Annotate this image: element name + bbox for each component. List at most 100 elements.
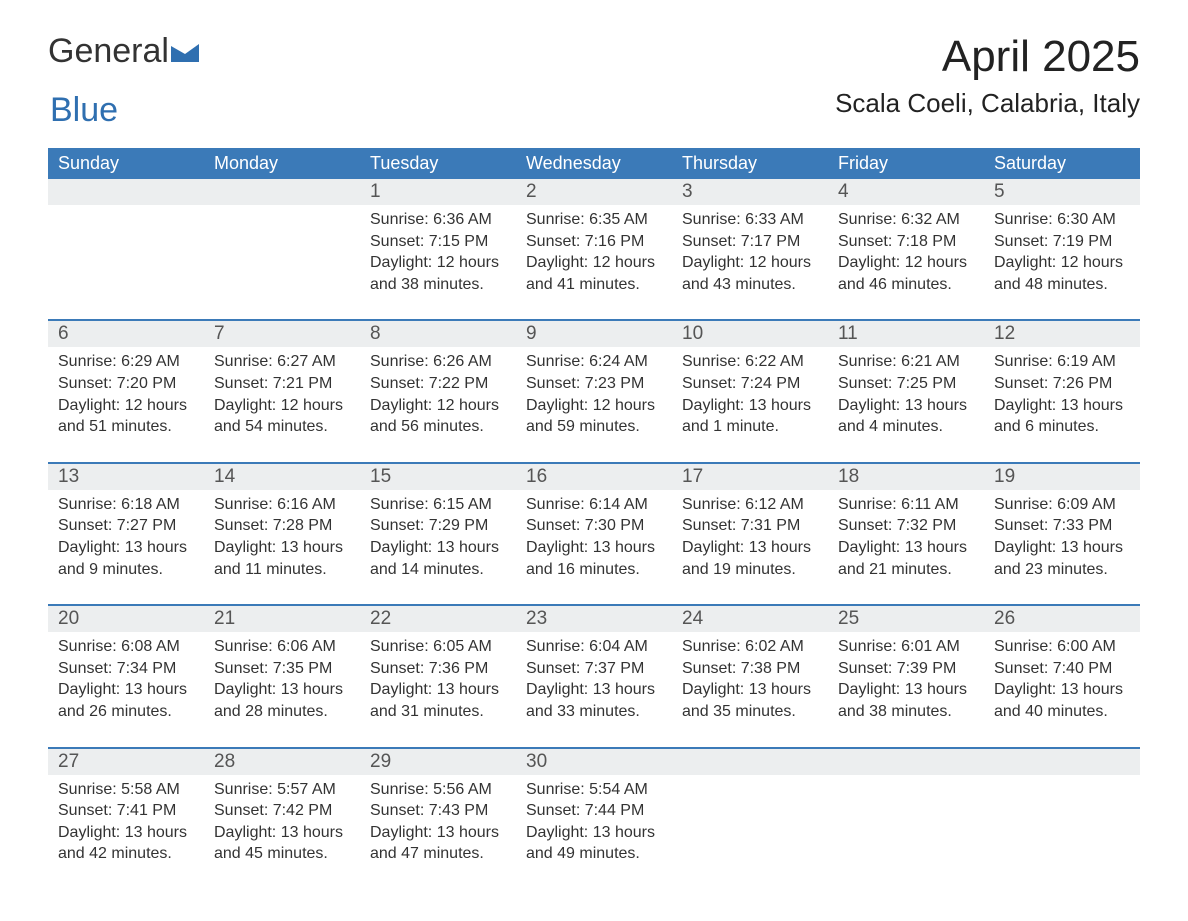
day-cell: Sunrise: 6:27 AMSunset: 7:21 PMDaylight:… (204, 347, 360, 461)
day-cell: Sunrise: 6:00 AMSunset: 7:40 PMDaylight:… (984, 632, 1140, 746)
sunrise-text: Sunrise: 6:14 AM (526, 494, 662, 516)
sunset-text: Sunset: 7:29 PM (370, 515, 506, 537)
day-number: 16 (516, 464, 672, 490)
daylight-text: Daylight: 13 hours and 14 minutes. (370, 537, 506, 580)
week-row: Sunrise: 6:36 AMSunset: 7:15 PMDaylight:… (48, 205, 1140, 319)
day-cell: Sunrise: 6:32 AMSunset: 7:18 PMDaylight:… (828, 205, 984, 319)
day-number: 15 (360, 464, 516, 490)
day-cell (828, 775, 984, 889)
day-cell: Sunrise: 6:08 AMSunset: 7:34 PMDaylight:… (48, 632, 204, 746)
day-cell: Sunrise: 5:57 AMSunset: 7:42 PMDaylight:… (204, 775, 360, 889)
day-number: 13 (48, 464, 204, 490)
day-number: 9 (516, 321, 672, 347)
day-number: 1 (360, 179, 516, 205)
day-cell: Sunrise: 6:04 AMSunset: 7:37 PMDaylight:… (516, 632, 672, 746)
day-cell: Sunrise: 6:18 AMSunset: 7:27 PMDaylight:… (48, 490, 204, 604)
sunrise-text: Sunrise: 6:11 AM (838, 494, 974, 516)
day-cell: Sunrise: 6:22 AMSunset: 7:24 PMDaylight:… (672, 347, 828, 461)
day-cell: Sunrise: 5:54 AMSunset: 7:44 PMDaylight:… (516, 775, 672, 889)
week-row: Sunrise: 6:08 AMSunset: 7:34 PMDaylight:… (48, 632, 1140, 746)
day-cell (672, 775, 828, 889)
logo-text-general: General (48, 32, 169, 71)
title-block: April 2025 Scala Coeli, Calabria, Italy (835, 32, 1140, 119)
sunrise-text: Sunrise: 6:16 AM (214, 494, 350, 516)
daylight-text: Daylight: 13 hours and 26 minutes. (58, 679, 194, 722)
logo: General (48, 32, 199, 71)
day-number: 25 (828, 606, 984, 632)
day-cell: Sunrise: 6:24 AMSunset: 7:23 PMDaylight:… (516, 347, 672, 461)
sunset-text: Sunset: 7:21 PM (214, 373, 350, 395)
sunrise-text: Sunrise: 6:26 AM (370, 351, 506, 373)
sunset-text: Sunset: 7:36 PM (370, 658, 506, 680)
day-number: 22 (360, 606, 516, 632)
day-number: 6 (48, 321, 204, 347)
daylight-text: Daylight: 12 hours and 59 minutes. (526, 395, 662, 438)
sunset-text: Sunset: 7:30 PM (526, 515, 662, 537)
daynum-row: 12345 (48, 179, 1140, 205)
sunrise-text: Sunrise: 6:32 AM (838, 209, 974, 231)
daylight-text: Daylight: 12 hours and 43 minutes. (682, 252, 818, 295)
day-cell: Sunrise: 6:19 AMSunset: 7:26 PMDaylight:… (984, 347, 1140, 461)
sunrise-text: Sunrise: 6:05 AM (370, 636, 506, 658)
sunset-text: Sunset: 7:39 PM (838, 658, 974, 680)
sunset-text: Sunset: 7:20 PM (58, 373, 194, 395)
daynum-row: 6789101112 (48, 319, 1140, 347)
daylight-text: Daylight: 13 hours and 1 minute. (682, 395, 818, 438)
daylight-text: Daylight: 13 hours and 11 minutes. (214, 537, 350, 580)
day-cell: Sunrise: 6:02 AMSunset: 7:38 PMDaylight:… (672, 632, 828, 746)
sunset-text: Sunset: 7:28 PM (214, 515, 350, 537)
sunset-text: Sunset: 7:22 PM (370, 373, 506, 395)
sunrise-text: Sunrise: 5:56 AM (370, 779, 506, 801)
daylight-text: Daylight: 13 hours and 4 minutes. (838, 395, 974, 438)
weekday-header: Friday (828, 148, 984, 179)
daynum-row: 20212223242526 (48, 604, 1140, 632)
day-cell: Sunrise: 6:33 AMSunset: 7:17 PMDaylight:… (672, 205, 828, 319)
sunrise-text: Sunrise: 5:58 AM (58, 779, 194, 801)
sunrise-text: Sunrise: 6:06 AM (214, 636, 350, 658)
sunrise-text: Sunrise: 6:19 AM (994, 351, 1130, 373)
daylight-text: Daylight: 12 hours and 48 minutes. (994, 252, 1130, 295)
weekday-header: Monday (204, 148, 360, 179)
sunset-text: Sunset: 7:42 PM (214, 800, 350, 822)
daylight-text: Daylight: 13 hours and 35 minutes. (682, 679, 818, 722)
day-number: 12 (984, 321, 1140, 347)
sunrise-text: Sunrise: 6:08 AM (58, 636, 194, 658)
daylight-text: Daylight: 12 hours and 51 minutes. (58, 395, 194, 438)
calendar: Sunday Monday Tuesday Wednesday Thursday… (48, 148, 1140, 889)
day-number (672, 749, 828, 775)
day-number: 3 (672, 179, 828, 205)
flag-icon (171, 32, 199, 71)
day-cell: Sunrise: 6:30 AMSunset: 7:19 PMDaylight:… (984, 205, 1140, 319)
day-number: 8 (360, 321, 516, 347)
sunrise-text: Sunrise: 6:12 AM (682, 494, 818, 516)
day-number: 2 (516, 179, 672, 205)
sunrise-text: Sunrise: 6:15 AM (370, 494, 506, 516)
weeks-container: 12345Sunrise: 6:36 AMSunset: 7:15 PMDayl… (48, 179, 1140, 889)
day-cell: Sunrise: 6:35 AMSunset: 7:16 PMDaylight:… (516, 205, 672, 319)
day-number: 30 (516, 749, 672, 775)
day-cell: Sunrise: 6:36 AMSunset: 7:15 PMDaylight:… (360, 205, 516, 319)
day-cell: Sunrise: 5:58 AMSunset: 7:41 PMDaylight:… (48, 775, 204, 889)
day-number: 11 (828, 321, 984, 347)
sunrise-text: Sunrise: 6:21 AM (838, 351, 974, 373)
month-title: April 2025 (835, 32, 1140, 82)
daylight-text: Daylight: 13 hours and 6 minutes. (994, 395, 1130, 438)
sunrise-text: Sunrise: 6:22 AM (682, 351, 818, 373)
sunrise-text: Sunrise: 6:09 AM (994, 494, 1130, 516)
day-cell (204, 205, 360, 319)
sunrise-text: Sunrise: 5:57 AM (214, 779, 350, 801)
sunrise-text: Sunrise: 6:27 AM (214, 351, 350, 373)
day-number: 24 (672, 606, 828, 632)
day-number: 26 (984, 606, 1140, 632)
daylight-text: Daylight: 13 hours and 45 minutes. (214, 822, 350, 865)
sunrise-text: Sunrise: 6:35 AM (526, 209, 662, 231)
daylight-text: Daylight: 13 hours and 23 minutes. (994, 537, 1130, 580)
weekday-header: Thursday (672, 148, 828, 179)
day-cell: Sunrise: 6:21 AMSunset: 7:25 PMDaylight:… (828, 347, 984, 461)
daynum-row: 13141516171819 (48, 462, 1140, 490)
sunset-text: Sunset: 7:44 PM (526, 800, 662, 822)
day-number (48, 179, 204, 205)
sunrise-text: Sunrise: 6:00 AM (994, 636, 1130, 658)
sunset-text: Sunset: 7:23 PM (526, 373, 662, 395)
daylight-text: Daylight: 13 hours and 42 minutes. (58, 822, 194, 865)
